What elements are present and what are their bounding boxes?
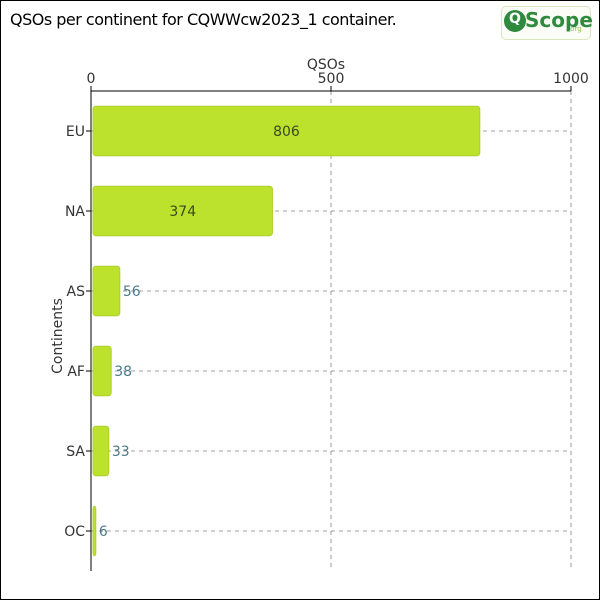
category-label: NA [65,204,85,220]
category-label: AF [67,364,85,380]
value-label: 374 [169,204,196,220]
bar-eu [92,105,481,157]
x-tick-label: 500 [318,71,345,87]
category-label: AS [67,284,86,300]
bar-sa [92,425,110,477]
value-label: 806 [273,124,300,140]
bars [92,105,481,557]
labels: EU 806 NA 374 AS 56 AF 38 SA 33 OC 6 0 500 1000 QSOs Con… [50,57,589,540]
category-label: SA [66,444,85,460]
chart-title: QSOs per continent for CQWWcw2023_1 cont… [10,10,397,29]
value-label: 56 [123,284,141,300]
bar-na [92,185,273,237]
category-label: OC [64,524,85,540]
bar-af [92,345,112,397]
grid-lines [91,91,572,571]
qscope-logo[interactable]: Q Scope .org [501,6,593,40]
bar-as [92,265,121,317]
x-axis-title: QSOs [307,57,345,73]
x-tick-label: 0 [87,71,96,87]
x-tick-label: 1000 [553,71,589,87]
category-label: EU [66,124,85,140]
logo-text: Scope [525,8,593,32]
logo-badge-letter: Q [509,11,521,27]
logo-suffix: .org [568,25,582,33]
magnifier-icon: Q [504,10,526,32]
value-label: 6 [99,524,108,540]
value-label: 33 [112,444,130,460]
value-label: 38 [114,364,132,380]
axes [86,86,572,571]
y-axis-title: Continents [50,298,66,374]
bar-oc [92,505,97,557]
